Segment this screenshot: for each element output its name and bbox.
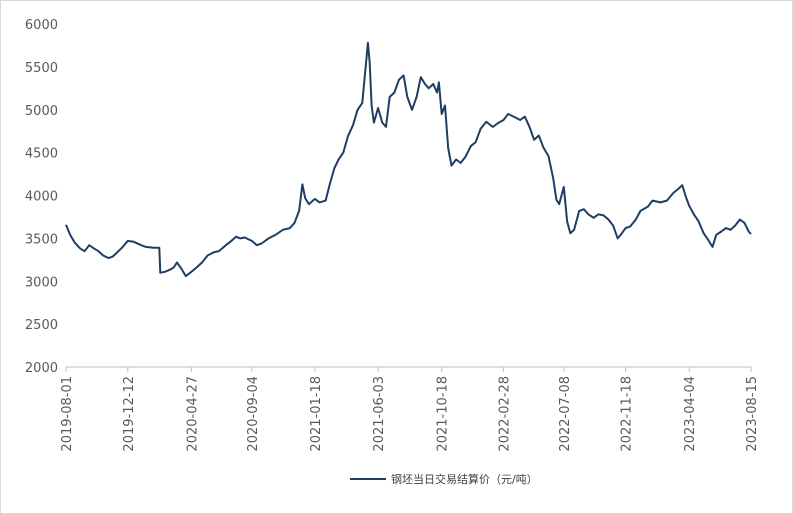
x-tick-label: 2022-11-18: [620, 376, 635, 452]
x-tick-label: 2022-07-08: [558, 376, 573, 452]
y-tick-label: 3000: [25, 275, 58, 290]
y-tick-label: 5000: [25, 104, 58, 119]
y-axis-ticks: 2000 2500 3000 3500 4000 4500 5000 5500 6000: [25, 18, 58, 376]
x-tick-label: 2019-12-12: [122, 376, 137, 452]
y-tick-label: 4500: [25, 147, 58, 162]
y-tick-label: 2500: [25, 318, 58, 333]
x-tick-label: 2021-01-18: [309, 376, 324, 452]
x-tick-label: 2019-08-01: [60, 376, 75, 452]
x-tick-label: 2021-06-03: [372, 376, 387, 452]
x-axis-ticks: 2019-08-01 2019-12-12 2020-04-27 2020-09-04…: [60, 367, 760, 452]
y-tick-label: 4000: [25, 190, 58, 205]
x-tick-label: 2022-02-28: [497, 376, 512, 452]
y-tick-label: 6000: [25, 18, 58, 33]
x-tick-label: 2021-10-18: [436, 376, 451, 452]
x-tick-label: 2020-09-04: [246, 376, 261, 452]
y-tick-label: 5500: [25, 61, 58, 76]
legend: 钢坯当日交易结算价（元/吨）: [350, 472, 538, 486]
legend-label: 钢坯当日交易结算价（元/吨）: [391, 472, 538, 486]
x-tick-label: 2023-04-04: [683, 376, 698, 452]
x-tick-label: 2020-04-27: [185, 376, 200, 452]
y-tick-label: 2000: [25, 361, 58, 376]
y-tick-label: 3500: [25, 232, 58, 247]
x-tick-label: 2023-08-15: [745, 376, 760, 452]
series-line: [65, 41, 752, 278]
